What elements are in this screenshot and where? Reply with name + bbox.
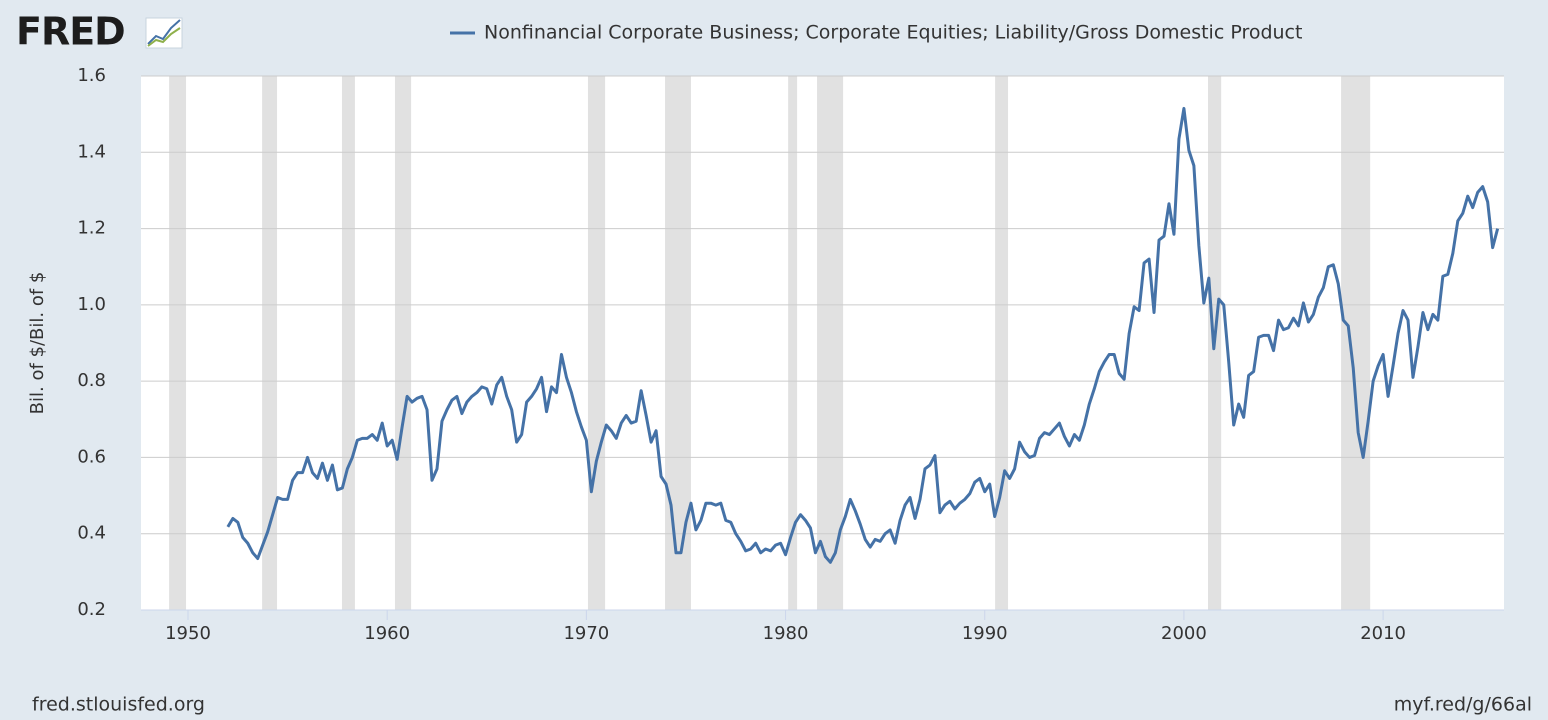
x-tick-label: 1990 [962,623,1008,644]
x-tick-label: 2010 [1360,623,1406,644]
y-tick-label: 1.6 [77,65,106,86]
y-tick-label: 0.8 [77,370,106,391]
recession-band [817,76,844,610]
recession-band [665,76,691,610]
source-link[interactable]: fred.stlouisfed.org [32,694,205,716]
short-link[interactable]: myf.red/g/66al [1394,694,1532,716]
recession-band [341,76,355,610]
y-tick-label: 0.4 [77,523,106,544]
x-tick-label: 1970 [563,623,609,644]
logo-icon [145,17,183,49]
x-tick-label: 2000 [1161,623,1207,644]
logo[interactable]: FRED [16,10,126,54]
x-tick-label: 1980 [763,623,809,644]
y-tick-label: 0.2 [77,599,106,620]
recession-band [1341,76,1371,610]
legend-label[interactable]: Nonfinancial Corporate Business; Corpora… [484,22,1302,44]
y-tick-label: 0.6 [77,446,106,467]
recession-band [394,76,412,610]
recession-band [262,76,278,610]
y-tick-label: 1.2 [77,218,106,239]
x-tick-label: 1960 [364,623,410,644]
y-axis-label: Bil. of $/Bil. of $ [27,272,48,415]
y-tick-label: 1.4 [77,141,106,162]
x-tick-label: 1950 [165,623,211,644]
recession-band [788,76,798,610]
recession-band [169,76,187,610]
recession-band [995,76,1009,610]
y-tick-label: 1.0 [77,294,106,315]
recession-band [587,76,606,610]
series-line [226,106,1500,564]
